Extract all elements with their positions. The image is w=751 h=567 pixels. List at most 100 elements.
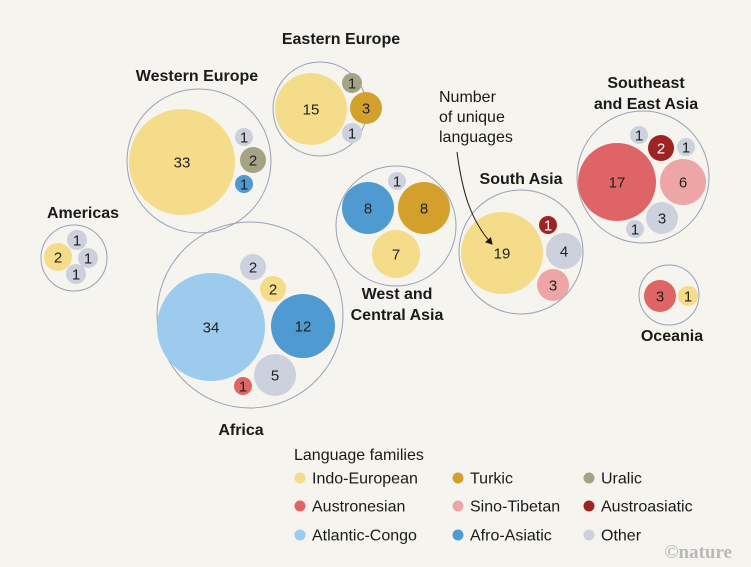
legend-label: Turkic	[470, 471, 513, 488]
legend-swatch	[452, 529, 464, 541]
bubble-value: 1	[240, 130, 248, 147]
legend-label: Uralic	[601, 471, 642, 488]
bubble-other	[342, 123, 362, 143]
bubble-value: 2	[269, 282, 277, 299]
bubble-austroasiatic	[648, 135, 674, 161]
region-title: Southeast	[607, 75, 685, 92]
bubble-value: 2	[54, 250, 62, 267]
legend-item-austronesian: Austronesian	[294, 499, 405, 516]
region-title: South Asia	[480, 171, 563, 188]
region-outline	[335, 165, 457, 287]
region-title: Central Asia	[351, 307, 444, 324]
legend-swatch	[294, 472, 306, 484]
bubble-value: 3	[362, 101, 370, 118]
bubble-other	[630, 126, 648, 144]
region-south-asia: 19 143 South Asia	[458, 171, 584, 315]
legend-swatch	[583, 500, 595, 512]
annotation-text: languages	[439, 129, 513, 146]
bubble-austroasiatic	[539, 216, 557, 234]
region-eastern-europe: 15 131 Eastern Europe	[272, 31, 400, 157]
bubble-value: 1	[84, 251, 92, 268]
legend-item-uralic: Uralic	[583, 471, 642, 488]
legend-label: Afro-Asiatic	[470, 528, 552, 545]
region-title: Americas	[47, 205, 119, 222]
bubble-value: 12	[295, 319, 312, 336]
bubble-value: 1	[631, 222, 639, 239]
region-outline	[126, 88, 272, 234]
bubble-value: 7	[392, 247, 400, 264]
bubble-indo-european	[461, 212, 543, 294]
annotation-arrow	[456, 151, 493, 245]
bubble-other	[546, 233, 582, 269]
bubble-value: 4	[560, 244, 568, 261]
legend-item-indo-european: Indo-European	[294, 471, 418, 488]
region-title: Western Europe	[136, 68, 259, 85]
bubble-value: 1	[72, 267, 80, 284]
legend-swatch	[583, 529, 595, 541]
region-oceania: 3 1 Oceania	[638, 264, 703, 345]
bubble-value: 1	[684, 289, 692, 306]
legend-label: Sino-Tibetan	[470, 499, 560, 516]
bubble-austronesian	[644, 280, 676, 312]
bubble-value: 3	[656, 289, 664, 306]
bubble-sino-tibetan	[660, 159, 706, 205]
region-western-europe: 33 121 Western Europe	[126, 68, 272, 234]
bubble-value: 1	[348, 76, 356, 93]
bubble-other	[78, 248, 98, 268]
bubble-value: 2	[657, 141, 665, 158]
bubble-value: 5	[271, 368, 279, 385]
bubble-value: 8	[420, 201, 428, 218]
bubble-value: 33	[174, 155, 191, 172]
legend-swatch	[294, 529, 306, 541]
bubble-other	[254, 354, 296, 396]
legend-label: Austronesian	[312, 499, 405, 516]
region-title: West and	[362, 286, 433, 303]
legend-item-sino-tibetan: Sino-Tibetan	[452, 499, 560, 516]
bubble-indo-european	[260, 276, 286, 302]
bubble-afro-asiatic	[342, 182, 394, 234]
legend: Language families Indo-European Turkic Ural…	[294, 447, 693, 545]
legend-item-austroasiatic: Austroasiatic	[583, 499, 693, 516]
legend-item-atlantic-congo: Atlantic-Congo	[294, 528, 417, 545]
bubble-other	[67, 230, 87, 250]
bubble-value: 2	[249, 260, 257, 277]
bubble-value: 1	[544, 218, 552, 235]
bubble-other	[677, 138, 695, 156]
legend-swatch	[294, 500, 306, 512]
bubble-value: 1	[393, 174, 401, 191]
bubble-other	[646, 202, 678, 234]
legend-label: Austroasiatic	[601, 499, 693, 516]
legend-swatch	[583, 472, 595, 484]
annotation-text: of unique	[439, 109, 505, 126]
legend-item-other: Other	[583, 528, 642, 545]
bubble-other	[240, 254, 266, 280]
bubble-value: 34	[203, 320, 220, 337]
bubble-turkic	[398, 182, 450, 234]
region-title: Eastern Europe	[282, 31, 400, 48]
bubble-value: 19	[494, 246, 511, 263]
bubble-value: 1	[348, 126, 356, 143]
bubble-turkic	[350, 92, 382, 124]
bubble-value: 8	[364, 201, 372, 218]
bubble-uralic	[240, 147, 266, 173]
bubble-sino-tibetan	[537, 269, 569, 301]
bubble-value: 6	[679, 175, 687, 192]
annotation: Number of unique languages	[439, 89, 513, 245]
bubble-value: 1	[240, 177, 248, 194]
legend-title: Language families	[294, 447, 424, 464]
bubble-other	[235, 128, 253, 146]
bubble-other	[388, 172, 406, 190]
bubble-value: 2	[249, 153, 257, 170]
bubble-indo-european	[44, 243, 72, 271]
region-title: Africa	[218, 422, 263, 439]
bubble-other	[66, 264, 86, 284]
annotation-text: Number	[439, 89, 497, 106]
region-outline	[40, 224, 108, 292]
bubble-austronesian	[578, 143, 656, 221]
bubble-indo-european	[129, 109, 235, 215]
